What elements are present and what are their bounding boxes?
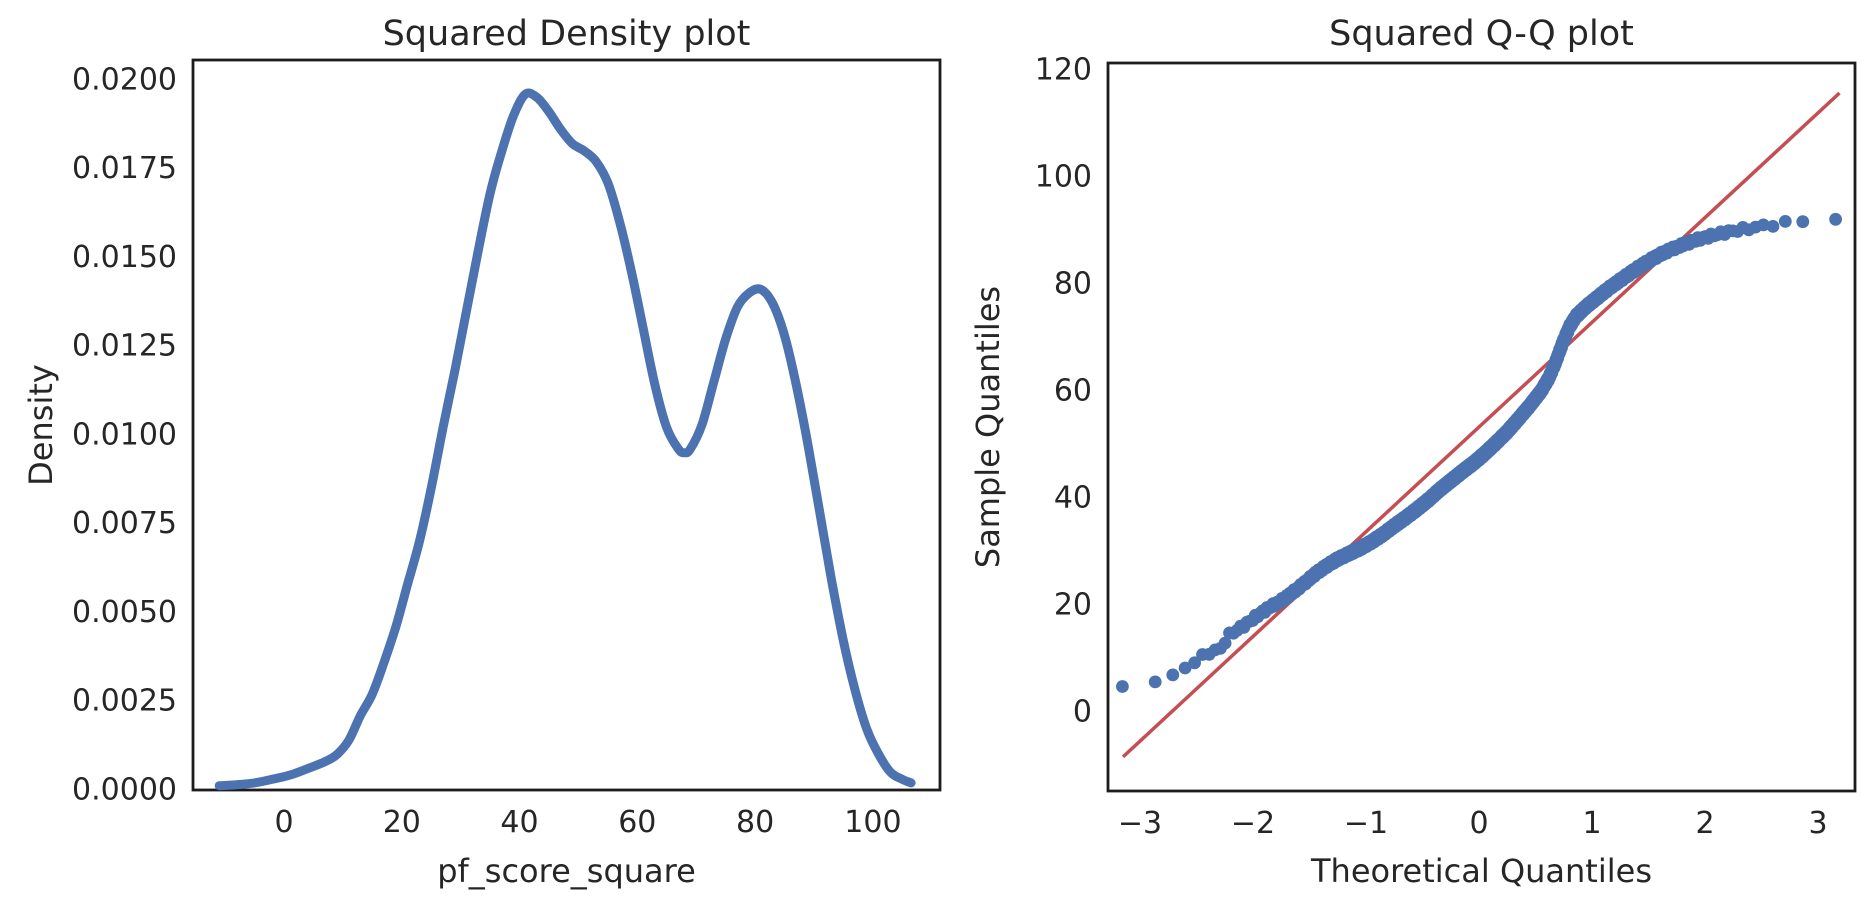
qq-point bbox=[1829, 212, 1842, 226]
x-tick-label: 3 bbox=[1808, 806, 1827, 841]
y-tick-label: 100 bbox=[1035, 160, 1092, 195]
y-tick-label: 0.0050 bbox=[72, 595, 177, 630]
x-tick-label: 40 bbox=[500, 805, 538, 840]
qq-point bbox=[1178, 661, 1192, 675]
plot-border bbox=[1106, 61, 1857, 793]
x-tick-label: 1 bbox=[1582, 806, 1601, 841]
y-tick-label: 0.0175 bbox=[72, 151, 177, 186]
x-tick-label: −1 bbox=[1344, 806, 1388, 841]
y-tick-label: 80 bbox=[1054, 267, 1092, 302]
qq-point bbox=[1188, 656, 1201, 670]
qq-point bbox=[1766, 220, 1780, 233]
y-tick-label: 0.0150 bbox=[72, 240, 177, 275]
x-tick-label: 0 bbox=[1469, 806, 1488, 841]
y-tick-label: 120 bbox=[1035, 53, 1092, 88]
qq-point bbox=[1116, 680, 1129, 693]
plot-border bbox=[191, 58, 942, 792]
qq-point bbox=[1148, 675, 1162, 689]
y-tick-label: 0.0100 bbox=[72, 417, 177, 452]
y-tick-label: 0 bbox=[1073, 695, 1092, 730]
x-tick-label: 100 bbox=[844, 805, 901, 840]
x-tick-label: 20 bbox=[383, 805, 421, 840]
qq-axes: −3 −2 −1 0 1 2 3 0 20 40 60 80 100 120 bbox=[1035, 53, 1857, 841]
y-tick-label: 0.0125 bbox=[72, 329, 177, 364]
y-tick-label: 20 bbox=[1054, 588, 1092, 623]
x-tick-label: 2 bbox=[1695, 806, 1714, 841]
qq-point bbox=[1757, 218, 1770, 232]
x-tick-label: 60 bbox=[618, 805, 656, 840]
qq-point bbox=[1166, 668, 1180, 682]
x-tick-label: 0 bbox=[274, 805, 293, 840]
density-xaxis-label: pf_score_square bbox=[437, 852, 696, 890]
qq-plot-title: Squared Q-Q plot bbox=[1329, 14, 1634, 54]
y-tick-label: 0.0000 bbox=[72, 773, 177, 808]
x-tick-label: −2 bbox=[1231, 806, 1275, 841]
y-tick-label: 0.0200 bbox=[72, 62, 177, 97]
density-yaxis-label: Density bbox=[22, 364, 60, 486]
qq-fit-line bbox=[1121, 91, 1841, 759]
y-tick-label: 0.0075 bbox=[72, 506, 177, 541]
density-curve bbox=[214, 88, 916, 791]
qq-point bbox=[1796, 215, 1810, 229]
y-tick-label: 60 bbox=[1054, 374, 1092, 409]
qq-point bbox=[1218, 636, 1232, 650]
x-tick-label: −3 bbox=[1118, 806, 1162, 841]
density-plot-title: Squared Density plot bbox=[383, 14, 751, 54]
density-axes: 0 20 40 60 80 100 0.0000 0.0025 0.0050 0.0075 0.01… bbox=[72, 58, 942, 840]
qq-point bbox=[1778, 215, 1792, 228]
y-tick-label: 40 bbox=[1054, 481, 1092, 516]
qq-xaxis-label: Theoretical Quantiles bbox=[1310, 852, 1652, 890]
qq-yaxis-label: Sample Quantiles bbox=[969, 286, 1007, 568]
y-tick-label: 0.0025 bbox=[72, 684, 177, 719]
x-tick-label: 80 bbox=[736, 805, 774, 840]
